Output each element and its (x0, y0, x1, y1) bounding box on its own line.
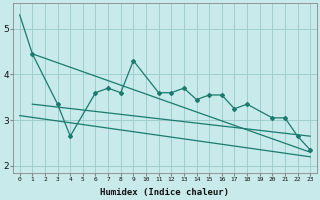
X-axis label: Humidex (Indice chaleur): Humidex (Indice chaleur) (100, 188, 229, 197)
